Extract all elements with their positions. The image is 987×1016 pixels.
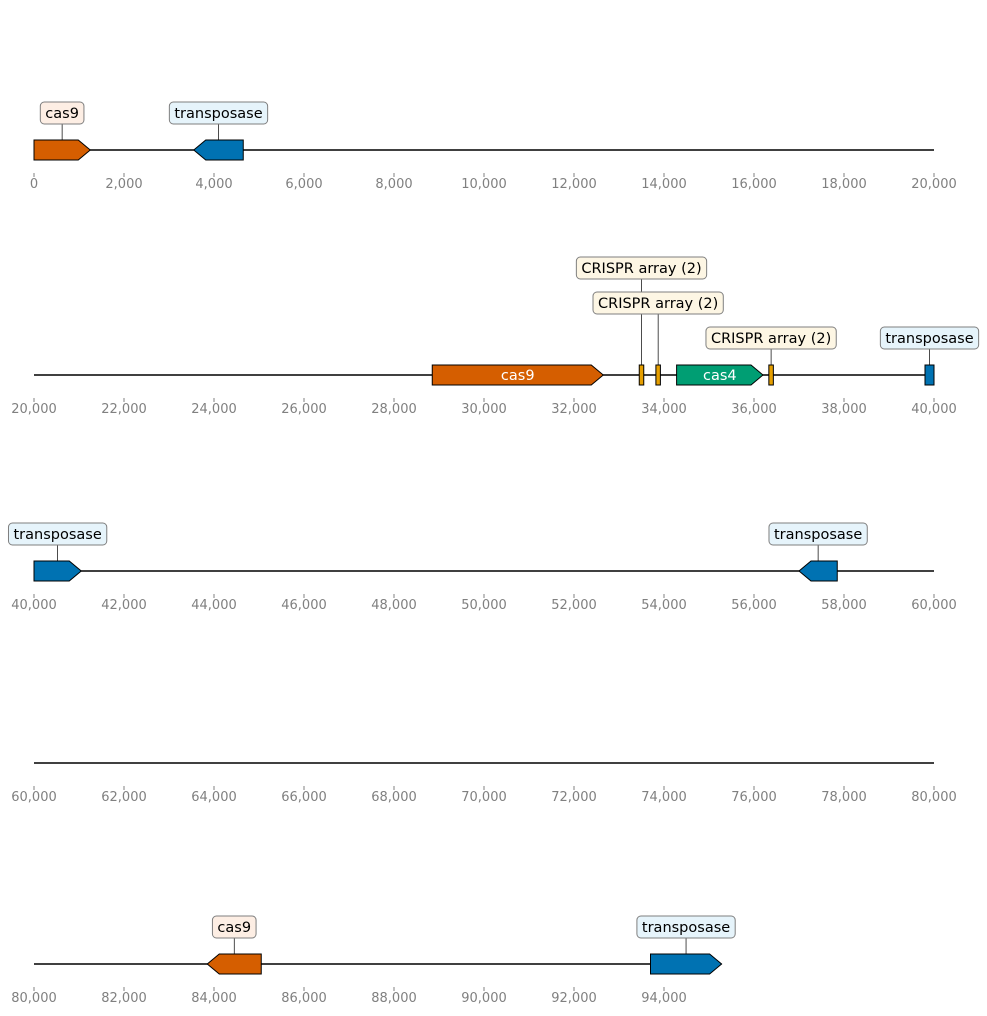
crispr-array-annotation: CRISPR array (2) [711,331,831,347]
cas9-feature [431,364,605,386]
tick-label: 52,000 [551,598,597,613]
track-row-4: 60,000 62,000 64,000 66,000 68,000 70,000 72,0… [11,762,957,805]
tick-label: 0 [30,177,38,192]
annotation-box [39,101,85,125]
tick-label: 78,000 [821,790,867,805]
tick-label: 24,000 [191,402,237,417]
transposase-annotation: transposase [885,331,973,347]
track-row-2: 20,000 22,000 24,000 26,000 28,000 30,000 32,0… [11,256,980,417]
tick-label: 64,000 [191,790,237,805]
crispr-array-annotation: CRISPR array (2) [581,261,701,277]
tick-label: 14,000 [641,177,687,192]
tick-label: 18,000 [821,177,867,192]
annotation-box [168,101,269,125]
tick-label: 28,000 [371,402,417,417]
annotation-box [7,522,108,546]
tick-label: 26,000 [281,402,327,417]
tick-label: 30,000 [461,402,507,417]
transposase-feature [650,953,723,975]
tick-label: 82,000 [101,991,147,1006]
track-row-3: 40,000 42,000 44,000 46,000 48,000 50,000 52,0… [7,522,957,613]
tick-label: 46,000 [281,598,327,613]
tick-label: 12,000 [551,177,597,192]
tick-label: 86,000 [281,991,327,1006]
tick-label: 88,000 [371,991,417,1006]
annotation-box [211,915,257,939]
tick-label: 36,000 [731,402,777,417]
cas4-feature [676,364,764,386]
tick-label: 68,000 [371,790,417,805]
cas4-label: cas4 [703,368,737,384]
crispr-array-feature [638,364,645,386]
cas9-label: cas9 [501,368,535,384]
tick-label: 74,000 [641,790,687,805]
tick-label: 40,000 [911,402,957,417]
tick-label: 92,000 [551,991,597,1006]
tick-label: 48,000 [371,598,417,613]
tick-label: 56,000 [731,598,777,613]
annotation-box [879,326,980,350]
tick-label: 38,000 [821,402,867,417]
tick-label: 94,000 [641,991,687,1006]
annotation-box [768,522,868,546]
annotation-box [575,256,708,280]
crispr-array-annotation: CRISPR array (2) [598,296,718,312]
tick-label: 66,000 [281,790,327,805]
tick-label: 84,000 [191,991,237,1006]
tick-label: 80,000 [911,790,957,805]
tick-label: 8,000 [375,177,412,192]
track-row-5: 80,000 82,000 84,000 86,000 88,000 90,000 92,0… [11,915,736,1006]
transposase-annotation: transposase [642,920,730,936]
tick-label: 42,000 [101,598,147,613]
tick-label: 6,000 [285,177,322,192]
transposase-annotation: transposase [174,106,262,122]
tick-label: 70,000 [461,790,507,805]
tick-label: 60,000 [911,598,957,613]
tick-label: 4,000 [195,177,232,192]
tick-label: 32,000 [551,402,597,417]
tick-label: 20,000 [911,177,957,192]
tick-label: 54,000 [641,598,687,613]
tick-label: 44,000 [191,598,237,613]
tick-label: 80,000 [11,991,57,1006]
tick-label: 40,000 [11,598,57,613]
transposase-annotation: transposase [774,527,862,543]
tick-label: 62,000 [101,790,147,805]
tick-label: 20,000 [11,402,57,417]
annotation-box [705,326,837,350]
tick-label: 72,000 [551,790,597,805]
tick-label: 76,000 [731,790,777,805]
tick-label: 16,000 [731,177,777,192]
cas9-feature [33,139,92,161]
tick-label: 58,000 [821,598,867,613]
cas9-feature [206,953,262,975]
tick-label: 22,000 [101,402,147,417]
tick-label: 90,000 [461,991,507,1006]
annotation-box [636,915,736,939]
crispr-array-feature [768,364,774,386]
track-row-1: 0 2,000 4,000 6,000 8,000 10,000 12,000 14,000 1… [30,101,957,192]
tick-label: 2,000 [105,177,142,192]
crispr-array-feature [655,364,661,386]
annotation-box [592,291,724,315]
transposase-feature [192,139,244,161]
tick-label: 34,000 [641,402,687,417]
tick-label: 10,000 [461,177,507,192]
tick-label: 50,000 [461,598,507,613]
cas9-annotation: cas9 [217,920,251,936]
tick-label: 60,000 [11,790,57,805]
transposase-annotation: transposase [13,527,101,543]
cas9-annotation: cas9 [45,106,79,122]
transposase-feature [798,560,838,582]
transposase-feature [924,364,935,386]
transposase-feature [33,560,83,582]
